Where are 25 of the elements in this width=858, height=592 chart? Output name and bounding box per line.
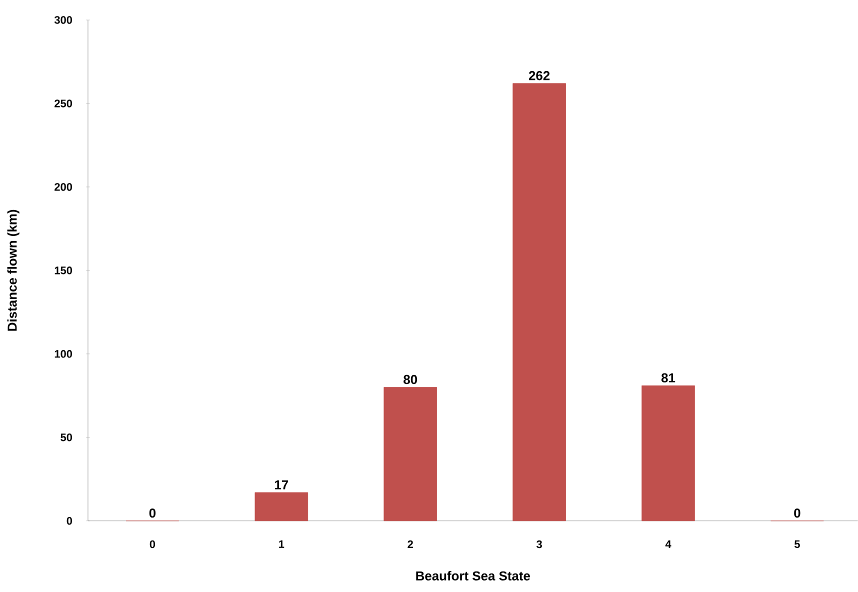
data-label: 262: [528, 71, 550, 80]
y-tick-label: 100: [54, 350, 72, 358]
data-label: 81: [661, 373, 676, 382]
x-tick-label: 3: [536, 540, 542, 548]
y-tick-label: 50: [60, 434, 72, 442]
x-tick-label: 4: [665, 540, 672, 548]
y-tick-label: 0: [66, 517, 72, 525]
data-label: 80: [404, 375, 418, 384]
y-axis-title: Distance flown (km): [7, 210, 20, 331]
data-label: 0: [794, 508, 800, 518]
y-tick-label: 200: [54, 183, 72, 191]
data-label: 0: [149, 508, 156, 518]
y-tick-label: 150: [54, 266, 72, 274]
y-tick-label: 250: [54, 100, 72, 108]
bar: [642, 386, 695, 522]
x-tick-label: 2: [408, 540, 413, 548]
data-label: 17: [275, 480, 288, 490]
bar: [512, 83, 566, 522]
y-tick-label: 300: [54, 16, 72, 24]
bar: [254, 492, 308, 522]
x-tick-label: 1: [279, 540, 284, 548]
x-tick-label: 5: [794, 540, 800, 548]
x-axis-title: Beaufort Sea State: [416, 571, 530, 581]
x-tick-label: 0: [150, 540, 156, 548]
bar: [384, 387, 437, 522]
